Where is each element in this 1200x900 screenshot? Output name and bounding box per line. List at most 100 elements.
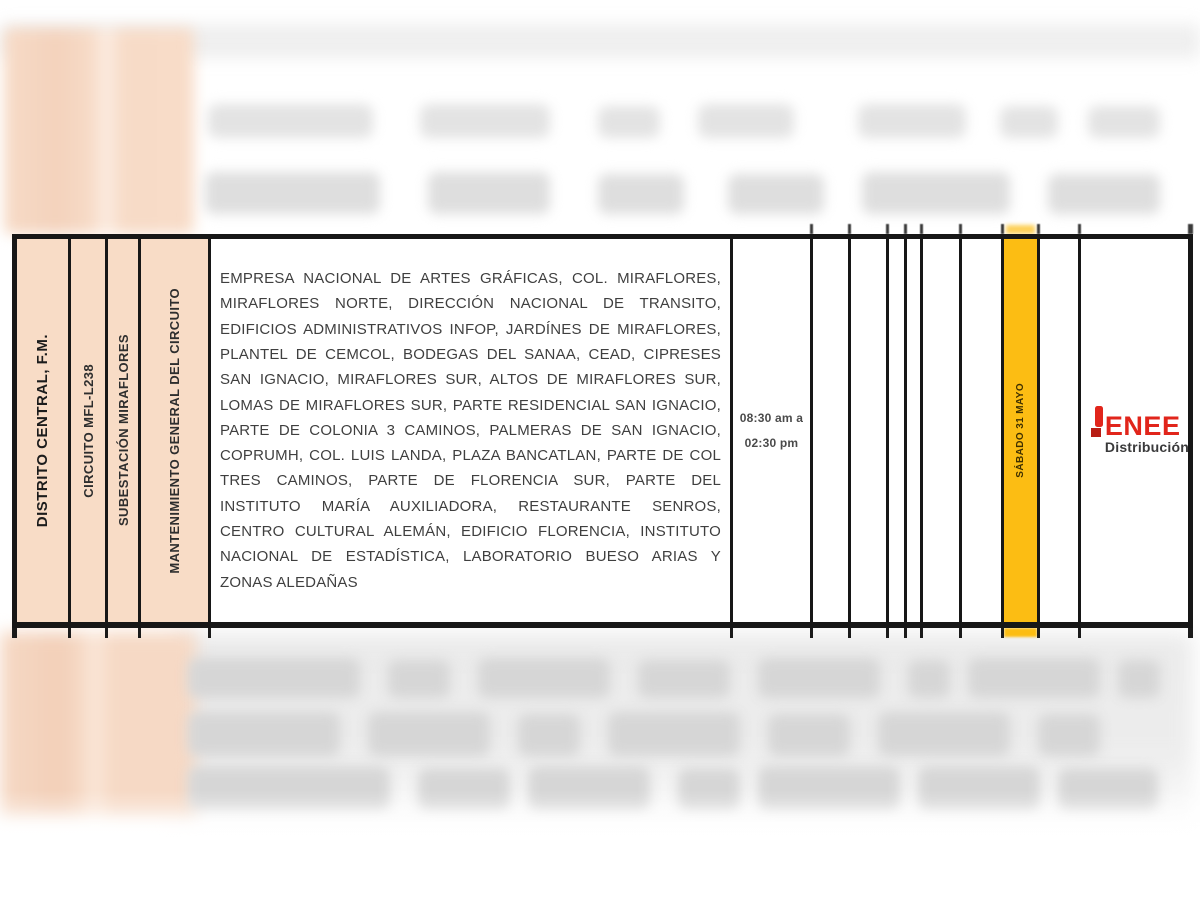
table-border-stub	[1078, 628, 1081, 638]
blurred-text-blob	[698, 104, 794, 138]
outage-day-cell: SÁBADO 31 MAYO	[1004, 239, 1040, 622]
blurred-text-blob	[1058, 768, 1158, 810]
blurred-text-blob	[858, 104, 966, 138]
table-border-stub	[105, 628, 108, 638]
blurred-text-blob	[608, 712, 740, 756]
table-border-stub	[904, 224, 907, 234]
circuit-label: CIRCUITO MFL-L238	[80, 363, 96, 498]
bottom-fade	[0, 790, 1200, 870]
work-type-label: MANTENIMIENTO GENERAL DEL CIRCUITO	[167, 287, 182, 574]
blurred-text-blob	[598, 174, 684, 214]
blurred-rows-below	[175, 633, 1193, 833]
blurred-text-blob	[878, 712, 1010, 756]
enee-logo-subtitle: Distribución	[1104, 439, 1189, 455]
blurred-text-blob	[188, 766, 390, 810]
schedule-end: 02:30 pm	[744, 436, 799, 450]
table-border-stub	[1037, 628, 1040, 638]
table-border-stub	[886, 628, 889, 638]
table-border-stub	[920, 224, 923, 234]
blurred-text-blob	[1048, 174, 1160, 214]
blurred-text-blob	[518, 714, 580, 756]
empty-day-cell-5	[923, 239, 962, 622]
blurred-text-blob	[908, 660, 950, 698]
blurred-pink-columns-below	[0, 632, 196, 817]
blurred-text-blob	[638, 660, 730, 698]
blurred-text-blob	[758, 658, 880, 698]
blurred-text-blob	[728, 174, 824, 214]
circuit-cell: CIRCUITO MFL-L238	[71, 239, 108, 622]
blurred-text-blob	[968, 658, 1100, 698]
blurred-text-blob	[188, 712, 340, 756]
outage-day-label: SÁBADO 31 MAYO	[1014, 383, 1026, 478]
blurred-text-blob	[418, 768, 510, 810]
table-border-stub	[959, 628, 962, 638]
empty-day-cell-6	[962, 239, 1004, 622]
outage-schedule-table: DISTRITO CENTRAL, F.M. CIRCUITO MFL-L238…	[12, 234, 1193, 628]
blurred-text-blob	[1088, 106, 1160, 138]
blurred-text-blob	[758, 766, 900, 810]
enee-flame-base	[1090, 428, 1101, 437]
blurred-text-blob	[478, 658, 610, 698]
table-border-stub	[730, 628, 733, 638]
table-border-stub	[1001, 628, 1004, 638]
blurred-text-blob	[1118, 660, 1160, 698]
table-border-stub	[959, 224, 962, 234]
blurred-text-blob	[768, 714, 850, 756]
blurred-text-blob	[188, 658, 360, 698]
district-label: DISTRITO CENTRAL, F.M.	[34, 333, 51, 528]
blurred-text-blob	[368, 712, 490, 756]
table-border-stub	[810, 628, 813, 638]
table-border-stub	[68, 628, 71, 638]
table-border-stub	[1188, 224, 1193, 234]
empty-day-cell-4	[907, 239, 923, 622]
affected-areas-cell: EMPRESA NACIONAL DE ARTES GRÁFICAS, COL.…	[211, 239, 733, 622]
enee-logo: ENEE Distribución	[1090, 406, 1189, 455]
table-border-stub	[1001, 224, 1004, 234]
blurred-text-blob	[428, 172, 550, 214]
blurred-pink-columns-above	[4, 28, 194, 234]
table-border-stub	[208, 628, 211, 638]
empty-day-cell-2	[851, 239, 889, 622]
blurred-text-blob	[1038, 714, 1100, 756]
blurred-text-blob	[208, 104, 373, 138]
enee-logo-row: ENEE	[1090, 406, 1181, 441]
logo-cell: ENEE Distribución	[1081, 239, 1189, 622]
blurred-text-blob	[528, 766, 650, 810]
blurred-text-blob	[420, 104, 550, 138]
blurred-text-blob	[678, 768, 740, 810]
day-column-bleed-top	[1006, 225, 1035, 234]
table-border-stub	[810, 224, 813, 234]
blurred-text-blob	[205, 172, 380, 214]
blurred-text-blob	[1000, 106, 1058, 138]
table-border-stub	[904, 628, 907, 638]
work-type-cell: MANTENIMIENTO GENERAL DEL CIRCUITO	[141, 239, 211, 622]
substation-label: SUBESTACIÓN MIRAFLORES	[115, 334, 131, 527]
table-border-stub	[138, 628, 141, 638]
table-border-stub	[1188, 628, 1193, 638]
blurred-text-blob	[388, 660, 450, 698]
table-border-stub	[1078, 224, 1081, 234]
empty-day-cell-1	[813, 239, 851, 622]
empty-day-cell-7	[1040, 239, 1081, 622]
enee-flame-bar	[1094, 406, 1103, 427]
day-column-bleed-bottom	[1004, 628, 1037, 637]
table-border-stub	[886, 224, 889, 234]
table-border-stub	[920, 628, 923, 638]
blurred-text-blob	[918, 766, 1040, 810]
substation-cell: SUBESTACIÓN MIRAFLORES	[108, 239, 141, 622]
blurred-text-blob	[598, 106, 660, 138]
enee-flame-icon	[1090, 406, 1104, 437]
affected-areas-text: EMPRESA NACIONAL DE ARTES GRÁFICAS, COL.…	[220, 270, 721, 591]
table-border-stub	[848, 224, 851, 234]
empty-day-cell-3	[889, 239, 907, 622]
schedule-cell: 08:30 am a 02:30 pm	[733, 239, 813, 622]
enee-logo-name: ENEE	[1104, 410, 1181, 441]
blurred-text-blob	[862, 172, 1010, 214]
schedule-start: 08:30 am a	[739, 411, 804, 425]
blurred-top-band	[0, 24, 1200, 58]
table-border-stub	[1037, 224, 1040, 234]
table-border-stub	[12, 628, 17, 638]
district-cell: DISTRITO CENTRAL, F.M.	[17, 239, 71, 622]
table-border-stub	[848, 628, 851, 638]
